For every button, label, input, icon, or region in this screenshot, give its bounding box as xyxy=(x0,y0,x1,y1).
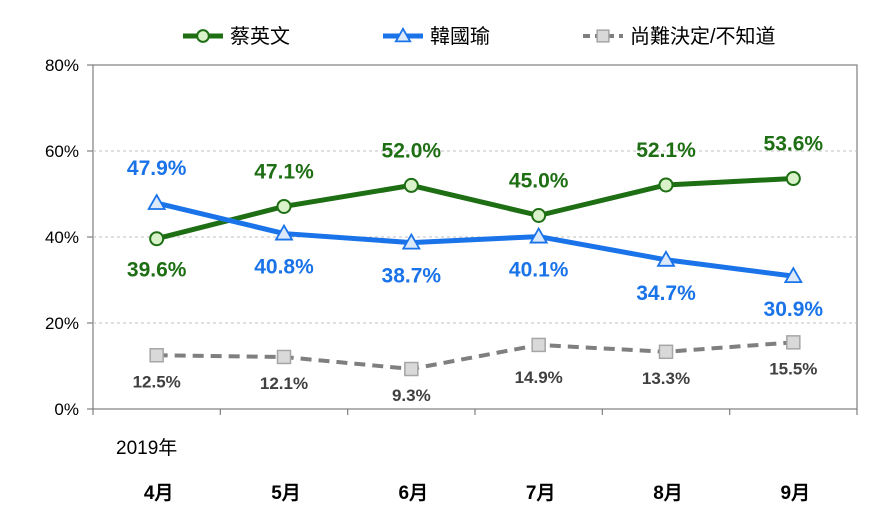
series-2-data-label-5: 34.7% xyxy=(636,282,696,305)
series-3-point-6 xyxy=(786,335,801,350)
series-2-point-5 xyxy=(656,249,676,267)
series-3-data-label-3: 9.3% xyxy=(392,386,431,405)
y-tick-label-0: 0% xyxy=(54,400,79,419)
legend-marker-2 xyxy=(394,26,412,43)
series-2-data-label-4: 40.1% xyxy=(509,259,569,282)
series-3-point-5 xyxy=(658,344,674,360)
x-tick-label-4: 7月 xyxy=(526,483,556,504)
series-3-data-label-2: 12.1% xyxy=(260,374,308,393)
series-1-data-label-2: 47.1% xyxy=(254,160,314,183)
series-2-data-label-3: 38.7% xyxy=(382,265,442,288)
series-1-data-label-3: 52.0% xyxy=(382,139,442,162)
y-tick-label-60: 60% xyxy=(45,142,79,161)
series-2-point-6 xyxy=(783,266,803,284)
series-3-point-2 xyxy=(276,349,292,365)
legend-marker-1 xyxy=(196,29,210,43)
y-tick-label-20: 20% xyxy=(45,314,79,333)
x-tick-label-1: 4月 xyxy=(144,483,174,504)
y-tick-label-80: 80% xyxy=(45,56,79,75)
series-1-data-label-4: 45.0% xyxy=(509,170,569,193)
series-3-data-label-1: 12.5% xyxy=(133,372,181,391)
series-1-point-5 xyxy=(658,177,674,193)
legend-label-2: 韓國瑜 xyxy=(430,25,490,48)
series-3-data-label-4: 14.9% xyxy=(515,368,563,387)
x-tick-label-5: 8月 xyxy=(653,483,683,504)
series-1-data-label-5: 52.1% xyxy=(636,139,696,162)
series-1-point-1 xyxy=(149,231,165,247)
series-1-data-label-1: 39.6% xyxy=(127,259,187,282)
series-3-point-1 xyxy=(149,348,164,363)
series-3-data-label-6: 15.5% xyxy=(769,359,817,378)
series-3-data-label-5: 13.3% xyxy=(642,369,690,388)
series-1-data-label-6: 53.6% xyxy=(764,133,824,156)
series-2-point-3 xyxy=(401,232,421,250)
x-tick-label-2: 5月 xyxy=(271,483,301,504)
series-2-point-2 xyxy=(274,223,294,241)
x-axis-year-label: 2019年 xyxy=(116,437,177,459)
series-2-data-label-2: 40.8% xyxy=(254,256,314,279)
series-3-point-3 xyxy=(404,361,419,377)
series-2-point-1 xyxy=(147,193,167,210)
series-1-point-6 xyxy=(785,171,801,187)
legend-label-3: 尚難決定/不知道 xyxy=(630,25,776,48)
series-2-line xyxy=(156,200,794,279)
legend-marker-3 xyxy=(596,29,610,43)
x-tick-label-6: 9月 xyxy=(781,483,811,504)
x-tick-label-3: 6月 xyxy=(399,483,429,504)
series-2-data-label-6: 30.9% xyxy=(764,298,824,321)
series-1-point-3 xyxy=(403,177,419,193)
y-tick-label-40: 40% xyxy=(45,228,79,247)
series-1-point-4 xyxy=(531,208,547,223)
series-2-data-label-1: 47.9% xyxy=(127,157,187,180)
series-2-point-4 xyxy=(529,226,549,244)
series-1-point-2 xyxy=(276,198,292,214)
series-1-line xyxy=(156,176,794,242)
legend-label-1: 蔡英文 xyxy=(230,25,290,48)
series-3-point-4 xyxy=(531,337,546,353)
